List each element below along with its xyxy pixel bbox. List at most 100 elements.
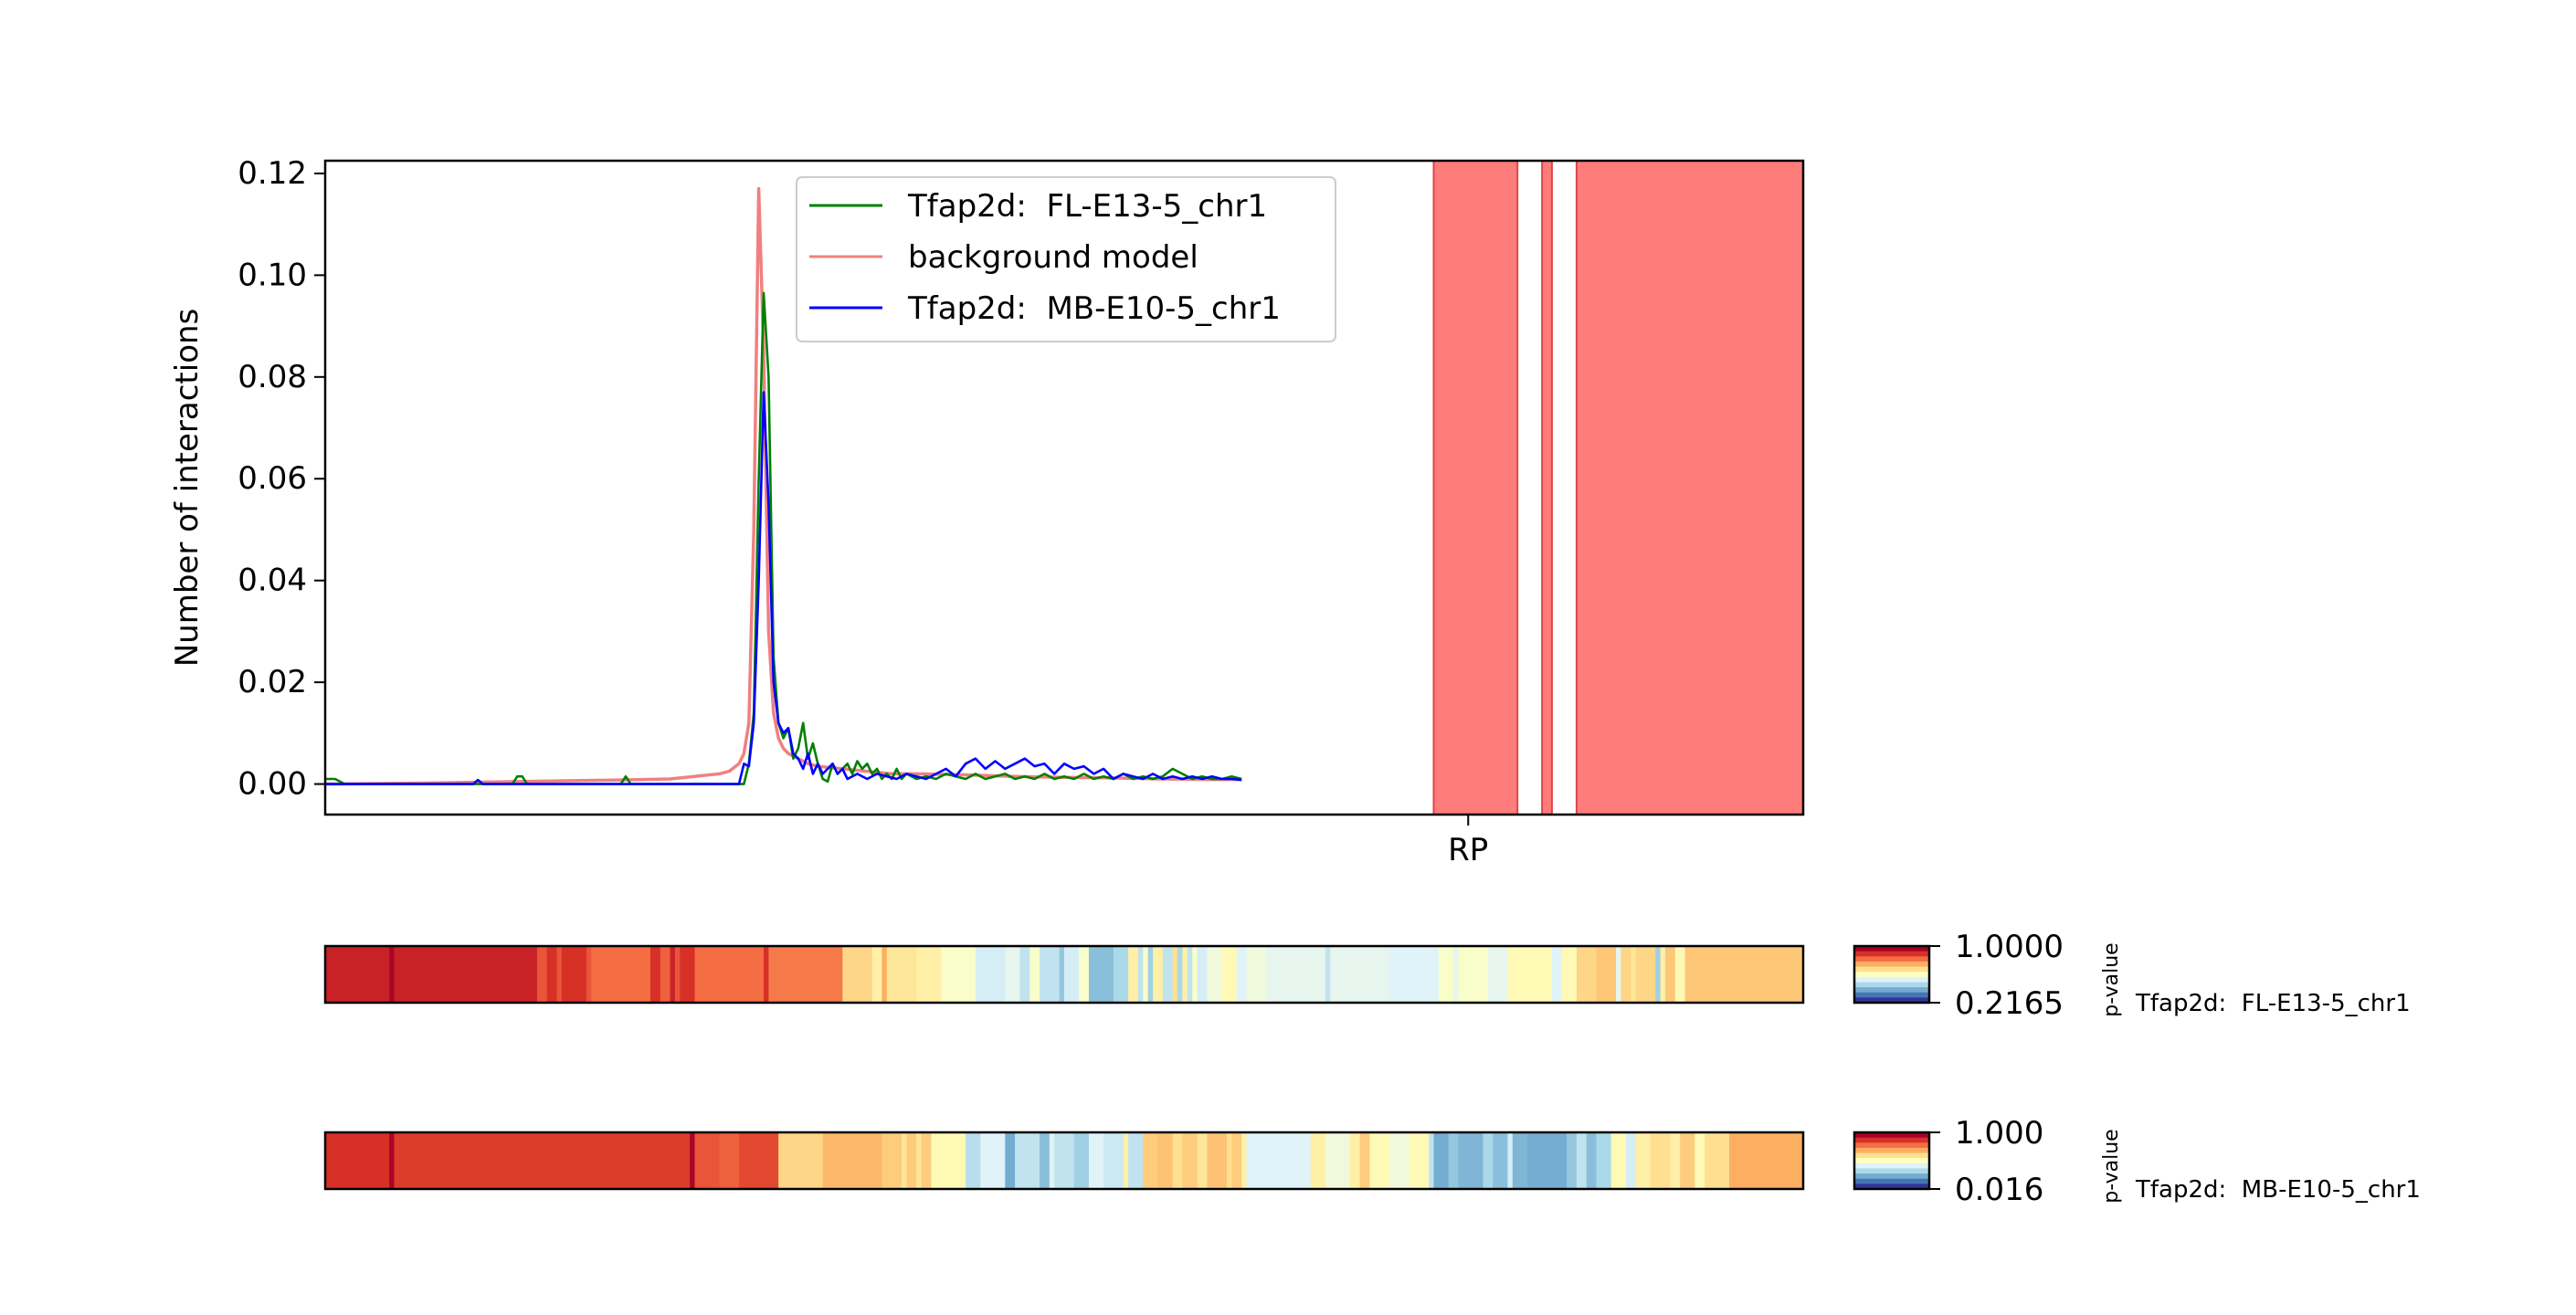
colorbar-label: p-value <box>2100 942 2123 1016</box>
heatmap-cell <box>1635 946 1656 1003</box>
y-tick-label: 0.08 <box>238 359 307 395</box>
heatmap-cell <box>1576 1132 1588 1189</box>
heatmap-cell <box>1103 1132 1124 1189</box>
heatmap-cell <box>1207 1132 1228 1189</box>
heatmap-cell <box>768 946 843 1003</box>
colorbar-band <box>1854 972 1929 978</box>
heatmap-cell <box>694 1132 720 1189</box>
heatmap-track-label: Tfap2d: FL-E13-5_chr1 <box>2135 990 2411 1017</box>
heatmap-cell <box>1670 1132 1681 1189</box>
heatmap-cell <box>1162 946 1174 1003</box>
colorbar-band <box>1854 1184 1929 1190</box>
heatmap-cell <box>389 946 395 1003</box>
colorbar-frame <box>1853 944 1931 1005</box>
heatmap-cell <box>694 946 765 1003</box>
heatmap-cell <box>1458 946 1489 1003</box>
heatmap-cell <box>906 1132 917 1189</box>
legend-label-3: Tfap2d: MB-E10-5_chr1 <box>907 290 1281 327</box>
highlight-region-3 <box>1575 161 1803 815</box>
heatmap-cell <box>1113 946 1129 1003</box>
heatmap-cell <box>546 946 557 1003</box>
heatmap-cell <box>1694 1132 1705 1189</box>
heatmap-cell <box>1680 1132 1695 1189</box>
heatmap-cell <box>916 946 942 1003</box>
heatmap-cell <box>1246 946 1267 1003</box>
heatmap-cell <box>1059 946 1065 1003</box>
heatmap-cell <box>1729 1132 1804 1189</box>
heatmap-cell <box>778 1132 824 1189</box>
heatmap-cell <box>1325 1132 1351 1189</box>
heatmap-cell <box>1123 1132 1129 1189</box>
heatmap-cell <box>536 946 548 1003</box>
y-tick-label: 0.02 <box>238 664 307 700</box>
series-lines <box>325 186 1242 786</box>
heatmap-cell <box>1221 946 1238 1003</box>
heatmap-cell <box>1433 1132 1450 1189</box>
heatmap-cell <box>1079 946 1090 1003</box>
heatmap-cell <box>1029 946 1040 1003</box>
heatmap-cell <box>1005 1132 1016 1189</box>
colorbar-band <box>1854 1162 1929 1169</box>
heatmap-cell <box>1684 946 1716 1003</box>
heatmap-cell <box>1157 1132 1174 1189</box>
heatmap-cell <box>1409 1132 1430 1189</box>
heatmap-cell <box>1182 946 1188 1003</box>
heatmap-cell <box>1019 946 1030 1003</box>
colorbar-band <box>1854 1137 1929 1143</box>
heatmap-cell <box>1040 1132 1050 1189</box>
heatmap-cell <box>649 946 661 1003</box>
heatmap-cell <box>1187 946 1193 1003</box>
heatmap-tracks: 1.0000 0.2165 p-value Tfap2d: FL-E13-5_chr1… <box>323 929 2421 1208</box>
heatmap-cell <box>1359 1132 1370 1189</box>
heatmap-cell <box>1369 1132 1390 1189</box>
heatmap-cell <box>690 1132 695 1189</box>
heatmap-cell <box>1325 946 1331 1003</box>
heatmap-cell <box>1664 946 1676 1003</box>
heatmap-cell <box>1596 1132 1612 1189</box>
colorbar-tick-label: 0.016 <box>1955 1172 2043 1208</box>
heatmap-cell <box>886 946 917 1003</box>
colorbar-1: 1.0000 0.2165 p-value Tfap2d: FL-E13-5_chr1 <box>1853 929 2411 1022</box>
heatmap-cell <box>1182 1132 1198 1189</box>
heatmap-cell <box>394 946 538 1003</box>
colorbar-2: 1.000 0.016 p-value Tfap2d: MB-E10-5_chr1 <box>1853 1115 2421 1208</box>
highlight-regions <box>1432 161 1803 815</box>
heatmap-cell <box>1040 946 1061 1003</box>
heatmap-cell <box>1512 1132 1528 1189</box>
legend-label-1: Tfap2d: FL-E13-5_chr1 <box>907 188 1267 225</box>
heatmap-cell <box>1453 946 1459 1003</box>
heatmap-cell <box>1625 1132 1637 1189</box>
heatmap-cell <box>1388 946 1440 1003</box>
colorbar-band <box>1854 1173 1929 1180</box>
heatmap-cell <box>1487 946 1508 1003</box>
heatmap-cell <box>1005 946 1020 1003</box>
heatmap-cell <box>1177 946 1183 1003</box>
heatmap-cell <box>739 1132 779 1189</box>
heatmap-cell <box>1310 1132 1326 1189</box>
y-tick-label: 0.00 <box>238 766 307 803</box>
heatmap-cell <box>1207 946 1222 1003</box>
heatmap-cell <box>1128 946 1139 1003</box>
main-axes: 0.00 0.02 0.04 0.06 0.08 0.10 0.12 RP Number o… <box>169 155 1805 868</box>
colorbar-band <box>1854 1178 1929 1184</box>
heatmap-cell <box>882 946 888 1003</box>
heatmap-track-label: Tfap2d: MB-E10-5_chr1 <box>2135 1176 2421 1204</box>
legend-label-2: background model <box>908 239 1198 276</box>
heatmap-cell <box>980 1132 1006 1189</box>
heatmap-cell <box>871 946 882 1003</box>
series-line-3 <box>325 391 1242 785</box>
heatmap-cell <box>1388 1132 1409 1189</box>
heatmap-cell <box>1015 1132 1040 1189</box>
heatmap-cell <box>1714 946 1804 1003</box>
series-line-1 <box>325 291 1242 785</box>
heatmap-cell <box>1576 946 1597 1003</box>
colorbar-band <box>1854 997 1929 1004</box>
plot-frame <box>323 159 1805 816</box>
heatmap-cell <box>586 946 592 1003</box>
heatmap-cell <box>1137 946 1144 1003</box>
heatmap-cell <box>561 946 587 1003</box>
heatmap-cell <box>822 1132 882 1189</box>
heatmap-cell <box>556 946 563 1003</box>
colorbar-label: p-value <box>2100 1129 2123 1203</box>
colorbar-band <box>1854 1142 1929 1149</box>
